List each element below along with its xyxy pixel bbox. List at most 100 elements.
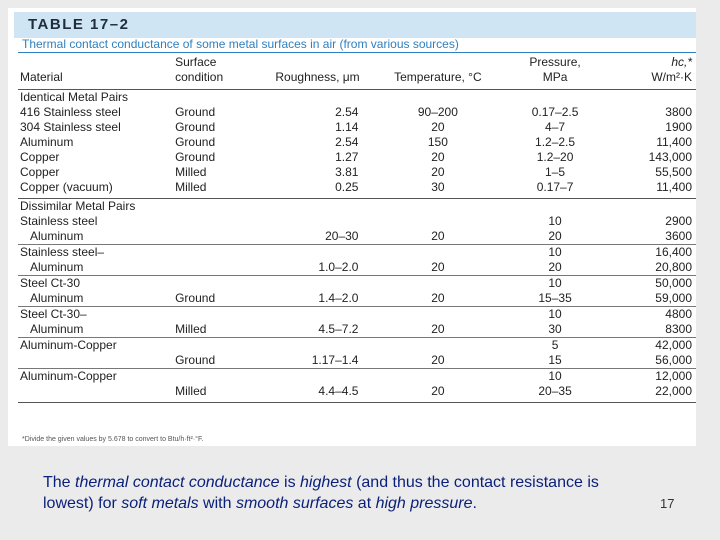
cell-material: Aluminum-Copper [20,338,117,352]
col-surface: Surface condition [175,55,251,90]
cell-roughness: 2.54 [335,105,359,119]
table-row: Aluminum 1.0–2.0 20 20 20,800 [18,260,696,276]
cell-material-sub: Aluminum [18,229,176,245]
table-card: TABLE 17–2 Thermal contact conductance o… [8,8,696,446]
cell-material-sub: Aluminum [18,322,176,338]
cell-hc: 20,800 [618,260,696,276]
cell-surface-blank [175,245,251,261]
cell-material-sub [18,384,176,403]
col-surface-line2: condition [175,70,224,84]
col-pressure-line1: Pressure, [529,55,581,69]
table-row: Aluminum 20–30 20 20 3600 [18,229,696,245]
cell-hc: 16,400 [655,245,692,259]
cell-material: Aluminum [20,135,74,149]
cell-hc: 22,000 [618,384,696,403]
cell-surface-blank [175,369,251,385]
cell-temperature: 20 [384,384,492,403]
cell-pressure: 10 [548,245,562,259]
table-row: Copper Ground 1.27 20 1.2–20 143,000 [18,150,696,165]
cell-surface: Ground [175,353,251,369]
table-row: 304 Stainless steel Ground 1.14 20 4–7 1900 [18,120,696,135]
cell-temperature: 20 [384,229,492,245]
cell-temperature: 20 [431,150,445,164]
cell-pressure: 1.2–20 [536,150,574,164]
cell-material: Copper [20,165,60,179]
footer-statement: The thermal contact conductance is highe… [43,472,653,514]
footer-t2: thermal contact conductance [75,474,280,491]
cell-material: Aluminum-Copper [20,369,117,383]
cell-material: Steel Ct-30 [20,276,81,290]
cell-material-sub: Aluminum [18,291,176,307]
cell-roughness: 1.0–2.0 [250,260,385,276]
cell-roughness-blank [251,245,385,261]
cell-roughness: 3.81 [335,165,359,179]
footer-t4: highest [300,474,352,491]
cell-hc: 12,000 [655,369,692,383]
cell-pressure: 10 [548,307,562,321]
cell-pressure: 30 [491,322,619,338]
cell-surface: Ground [175,105,216,119]
col-surface-line1: Surface [175,55,217,69]
footer-t5: (and thus the contact resistance is lowe… [43,474,599,512]
cell-temperature-blank [384,369,491,385]
table-row: Stainless steel 10 2900 [18,214,696,229]
table-header-band: TABLE 17–2 [14,12,696,38]
col-pressure: Pressure, MPa [491,55,619,90]
cell-hc: 50,000 [655,276,692,290]
cell-roughness: 4.4–4.5 [250,384,385,403]
cell-pressure: 20 [491,260,619,276]
cell-temperature: 20 [384,353,492,369]
cell-surface: Milled [175,165,207,179]
table-row: Aluminum-Copper 5 42,000 [18,338,696,354]
cell-surface: Ground [175,135,216,149]
table-row: Aluminum Milled 4.5–7.2 20 30 8300 [18,322,696,338]
cell-temperature: 20 [384,291,492,307]
cell-hc: 42,000 [655,338,692,352]
caption-rule [18,52,696,53]
cell-material-sub [18,353,176,369]
cell-pressure: 20 [491,229,619,245]
cell-temperature-blank [384,276,491,292]
footer-t11: . [472,495,477,512]
header-row: Material Surface condition Roughness, μm … [18,55,696,90]
col-hc-line2: W/m²·K [651,70,692,84]
cell-material: Copper (vacuum) [18,180,176,199]
cell-hc: 2900 [665,214,692,228]
table-footnote: *Divide the given values by 5.678 to con… [22,436,204,443]
cell-roughness: 1.27 [335,150,359,164]
cell-roughness-blank [251,338,385,354]
cell-material: Steel Ct-30– [20,307,87,321]
cell-surface-blank [175,307,251,323]
cell-surface: Milled [175,180,251,199]
cell-pressure: 10 [548,369,562,383]
cell-temperature: 90–200 [417,105,458,119]
page-number: 17 [660,496,675,511]
cell-material: Copper [20,150,60,164]
section-title-row: Dissimilar Metal Pairs [18,199,696,215]
table-row: Milled 4.4–4.5 20 20–35 22,000 [18,384,696,403]
identical-title: Identical Metal Pairs [20,90,129,104]
cell-roughness: 20–30 [250,229,385,245]
col-roughness: Roughness, μm [250,55,385,90]
cell-material-sub: Aluminum [18,260,176,276]
cell-surface-blank [175,214,251,229]
cell-material: Stainless steel– [20,245,105,259]
cell-pressure: 1.2–2.5 [535,135,576,149]
table-row: Aluminum Ground 1.4–2.0 20 15–35 59,000 [18,291,696,307]
cell-pressure: 10 [548,214,562,228]
cell-roughness-blank [251,369,385,385]
footer-t6: soft metals [121,495,199,512]
cell-roughness: 1.14 [335,120,359,134]
table-row: Stainless steel– 10 16,400 [18,245,696,261]
cell-roughness-blank [251,214,385,229]
col-temperature: Temperature, °C [384,55,492,90]
cell-surface-blank [175,338,251,354]
cell-pressure: 4–7 [545,120,566,134]
cell-temperature-blank [384,338,491,354]
cell-temperature: 20 [431,120,445,134]
col-pressure-line2: MPa [542,70,568,84]
col-hc-line1: hc,* [671,55,692,69]
table-row: 416 Stainless steel Ground 2.54 90–200 0.17–… [18,105,696,120]
cell-hc: 8300 [618,322,696,338]
cell-pressure: 15–35 [491,291,619,307]
